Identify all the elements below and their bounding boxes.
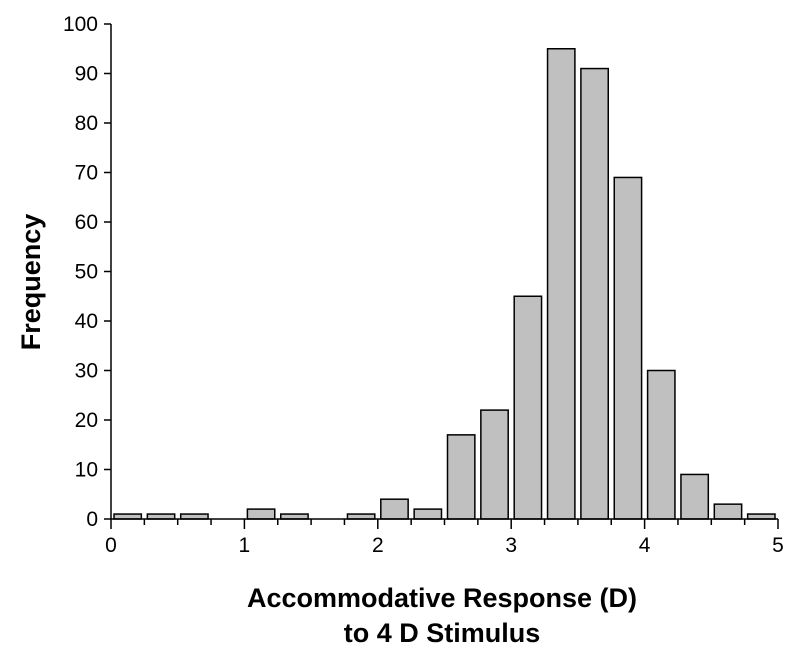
y-tick-label: 40 — [75, 310, 98, 333]
y-tick-label: 50 — [75, 261, 98, 284]
histogram-bar — [246, 508, 276, 520]
histogram-bar — [546, 48, 576, 520]
y-axis-title: Frequency — [16, 214, 46, 351]
x-tick-label: 4 — [639, 534, 651, 557]
y-tick-label: 70 — [75, 162, 98, 185]
x-axis-ticks: 0 1 2 3 4 5 — [105, 519, 784, 557]
y-tick-label: 60 — [75, 211, 98, 234]
histogram-bar — [613, 176, 643, 520]
y-tick-label: 30 — [75, 360, 98, 383]
y-tick-label: 90 — [75, 63, 98, 86]
y-tick-label: 0 — [86, 508, 98, 531]
x-tick-label: 1 — [239, 534, 251, 557]
histogram-bar — [480, 409, 509, 520]
y-tick-label: 100 — [63, 13, 98, 36]
histogram-bar — [680, 473, 710, 520]
histogram-bar — [446, 434, 476, 520]
y-tick-label: 20 — [75, 409, 98, 432]
x-axis-title-line-2: to 4 D Stimulus — [344, 618, 541, 648]
x-tick-label: 2 — [372, 534, 384, 557]
bars-group — [113, 48, 776, 520]
y-tick-label: 80 — [75, 112, 98, 135]
x-axis-title-line-1: Accommodative Response (D) — [247, 583, 637, 613]
x-tick-label: 3 — [505, 534, 517, 557]
histogram-bar — [413, 508, 443, 520]
histogram-bar — [713, 503, 743, 520]
x-tick-label: 0 — [105, 534, 117, 557]
histogram-bar — [646, 369, 676, 520]
histogram-bar — [513, 295, 543, 520]
y-axis-ticks: 0 10 20 30 40 50 60 70 80 90 100 — [63, 13, 111, 531]
histogram-bar — [580, 67, 610, 520]
y-tick-label: 10 — [75, 459, 98, 482]
x-tick-label: 5 — [772, 534, 784, 557]
histogram-bar — [380, 498, 409, 520]
